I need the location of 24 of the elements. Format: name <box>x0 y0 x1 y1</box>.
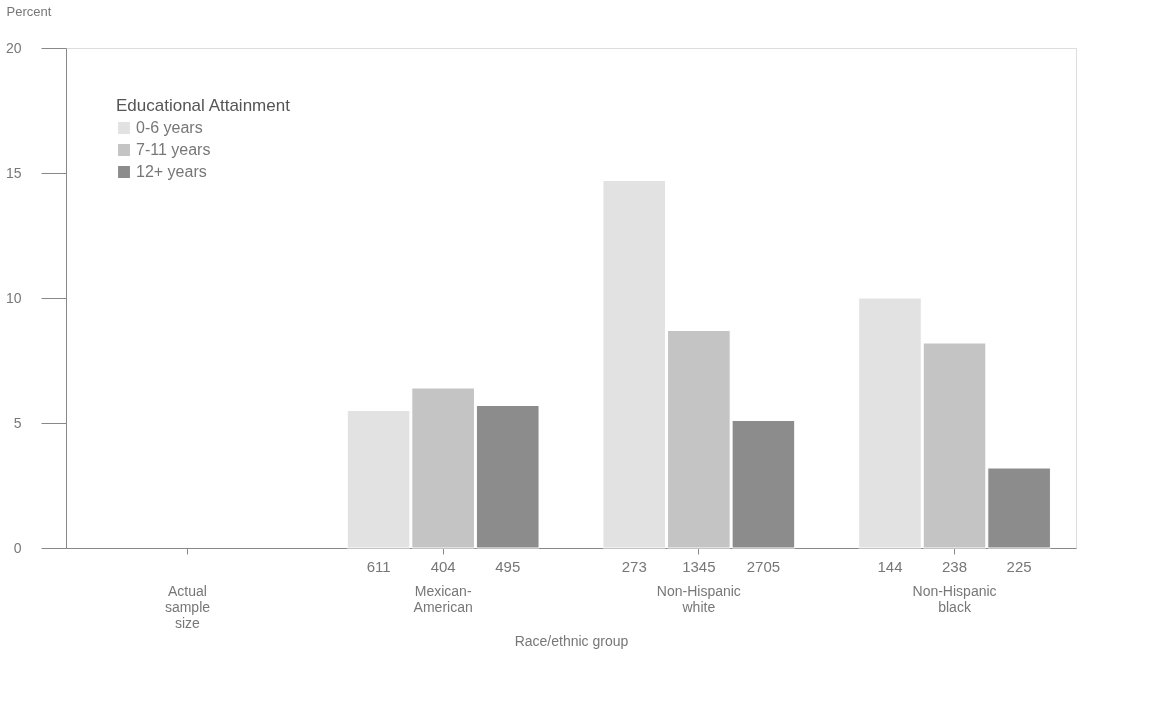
y-tick-label: 5 <box>13 414 22 431</box>
y-tick-label: 15 <box>5 164 22 181</box>
x-tick-label: Mexican-American <box>413 582 473 615</box>
y-tick-label: 20 <box>5 39 22 56</box>
text: 144 <box>877 558 903 575</box>
text: 2705 <box>746 558 781 575</box>
legend-label: 7-11 years <box>136 141 211 158</box>
text: 273 <box>621 558 647 575</box>
text: 404 <box>430 558 456 575</box>
text: 611 <box>366 558 391 575</box>
text: 238 <box>942 558 968 575</box>
legend-label: 0-6 years <box>136 119 203 136</box>
text: 225 <box>1006 558 1032 575</box>
y-tick-label: 0 <box>13 539 22 556</box>
y-tick-label: 10 <box>5 289 22 306</box>
x-tick-label: Actual sample size <box>164 582 211 631</box>
text: 495 <box>495 558 521 575</box>
x-tick-label: Non-Hispanic white <box>656 582 741 615</box>
x-axis-title: Race/ethnic group <box>514 632 629 649</box>
x-tick-label: Non-Hispanic black <box>912 582 997 615</box>
text: 1345 <box>682 558 716 575</box>
legend-label: 12+ years <box>136 163 207 180</box>
y-axis-title: Percent <box>6 3 52 19</box>
legend-title: Educational Attainment <box>116 96 291 115</box>
